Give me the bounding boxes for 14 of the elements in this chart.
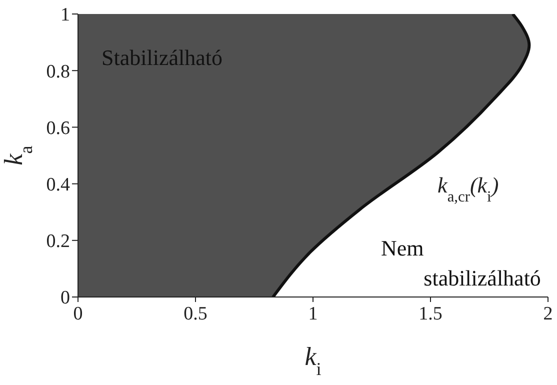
x-axis-title: k$_{i}$ (304, 342, 322, 379)
y-tick-label: 0.6 (46, 118, 70, 139)
y-tick-label: 0.2 (46, 231, 70, 252)
y-tick-label: 0.4 (46, 174, 70, 196)
y-tick-label: 1 (60, 4, 70, 26)
x-tick-label: 1.5 (418, 303, 442, 324)
x-tick-label: 2 (543, 303, 553, 324)
annotation: k$_{a,cr}$(k$_{i}$) (438, 172, 499, 205)
x-tick-label: 1 (308, 303, 318, 324)
y-tick-label: 0.8 (46, 61, 70, 82)
annotation: Nem stabilizálható (380, 236, 541, 291)
annotation: Stabilizálható (102, 44, 222, 70)
x-tick-label: 0.5 (184, 303, 208, 324)
y-tick-label: 0 (60, 288, 70, 309)
